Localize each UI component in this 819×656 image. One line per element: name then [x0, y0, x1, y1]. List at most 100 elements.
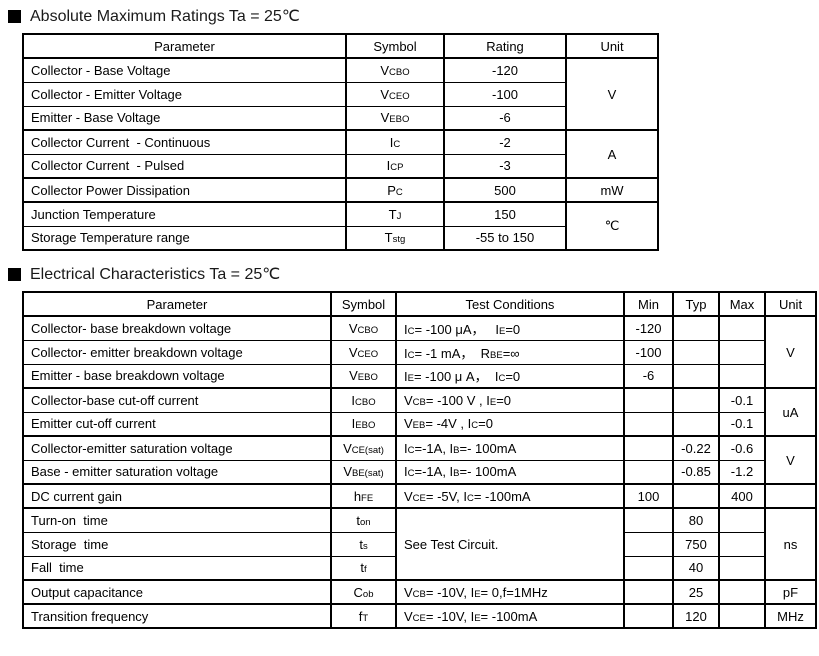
min-cell — [623, 507, 674, 533]
cond-cell: VEB= -4V , IC=0 — [395, 411, 625, 437]
param-cell: Output capacitance — [22, 579, 332, 605]
max-cell — [718, 315, 766, 341]
table-row: Collector- emitter breakdown voltage VCE… — [22, 339, 816, 365]
symbol-cell: tf — [330, 555, 397, 581]
param-cell: Storage time — [22, 531, 332, 557]
table-row: Collector- base breakdown voltage VCBO I… — [22, 315, 817, 389]
param-cell: Collector Power Dissipation — [22, 177, 347, 203]
typ-cell — [672, 315, 720, 341]
symbol-cell: Tstg — [345, 225, 445, 251]
typ-cell — [672, 387, 720, 413]
table-row: Output capacitance Cob VCB= -10V, IE= 0,… — [22, 579, 817, 605]
table-header-row: Parameter Symbol Rating Unit — [22, 33, 659, 59]
table-row: Emitter - Base Voltage VEBO -6 — [22, 105, 658, 131]
min-cell: -120 — [623, 315, 674, 341]
cond-cell: VCE= -10V, IE= -100mA — [395, 603, 625, 629]
section-title-absolute-maximum-ratings: Absolute Maximum Ratings Ta = 25℃ — [8, 5, 819, 27]
header-symbol: Symbol — [345, 33, 445, 59]
param-cell: Collector Current - Pulsed — [22, 153, 347, 179]
typ-cell — [672, 339, 720, 365]
cond-cell: VCE= -5V, IC= -100mA — [395, 483, 625, 509]
header-typ: Typ — [672, 291, 720, 317]
symbol-cell: TJ — [345, 201, 445, 227]
max-cell — [718, 603, 766, 629]
rating-cell: -55 to 150 — [443, 225, 567, 251]
typ-cell: -0.22 — [672, 435, 720, 461]
param-cell: Collector - Base Voltage — [22, 57, 347, 83]
param-cell: DC current gain — [22, 483, 332, 509]
table-row: Collector Current - Continuous IC -2 A — [22, 129, 659, 179]
table-header-row: Parameter Symbol Test Conditions Min Typ… — [22, 291, 817, 317]
symbol-cell: ton — [330, 507, 397, 533]
table-row: Fall time tf 40 — [22, 555, 816, 581]
header-max: Max — [718, 291, 766, 317]
header-unit: Unit — [764, 291, 817, 317]
header-parameter: Parameter — [22, 33, 347, 59]
symbol-cell: ICBO — [330, 387, 397, 413]
param-cell: Collector- emitter breakdown voltage — [22, 339, 332, 365]
rating-cell: -120 — [443, 57, 567, 83]
typ-cell: 750 — [672, 531, 720, 557]
min-cell — [623, 387, 674, 413]
table-row: Junction Temperature TJ 150 ℃ — [22, 201, 659, 251]
min-cell: 100 — [623, 483, 674, 509]
param-cell: Collector Current - Continuous — [22, 129, 347, 155]
table-row: Collector Power Dissipation PC 500 mW — [22, 177, 659, 203]
unit-cell: uA — [764, 387, 817, 437]
symbol-cell: ts — [330, 531, 397, 557]
cond-cell: IC=-1A, IB=- 100mA — [395, 459, 625, 485]
cond-cell: IC= -100 μA， IE=0 — [395, 315, 625, 341]
max-cell: -0.6 — [718, 435, 766, 461]
max-cell: -0.1 — [718, 387, 766, 413]
max-cell — [718, 531, 766, 557]
header-parameter: Parameter — [22, 291, 332, 317]
rating-cell: -2 — [443, 129, 567, 155]
symbol-cell: VCBO — [345, 57, 445, 83]
max-cell — [718, 339, 766, 365]
table-row: Storage Temperature range Tstg -55 to 15… — [22, 225, 658, 251]
symbol-cell: VEBO — [345, 105, 445, 131]
rating-cell: -6 — [443, 105, 567, 131]
table-row: Storage time ts 750 — [22, 531, 816, 557]
section-title-text: Electrical Characteristics Ta = 25℃ — [30, 266, 281, 283]
symbol-cell: ICP — [345, 153, 445, 179]
section-title-text: Absolute Maximum Ratings Ta = 25℃ — [30, 8, 300, 25]
param-cell: Emitter - base breakdown voltage — [22, 363, 332, 389]
header-min: Min — [623, 291, 674, 317]
table-row: Collector-base cut-off current ICBO VCB=… — [22, 387, 817, 437]
cond-cell: See Test Circuit. — [395, 507, 625, 581]
param-cell: Collector-base cut-off current — [22, 387, 332, 413]
absolute-maximum-ratings-table: Parameter Symbol Rating Unit Collector -… — [22, 33, 659, 251]
unit-cell: V — [764, 315, 817, 389]
max-cell — [718, 363, 766, 389]
min-cell: -6 — [623, 363, 674, 389]
param-cell: Base - emitter saturation voltage — [22, 459, 332, 485]
max-cell: -1.2 — [718, 459, 766, 485]
param-cell: Emitter - Base Voltage — [22, 105, 347, 131]
min-cell — [623, 411, 674, 437]
param-cell: Emitter cut-off current — [22, 411, 332, 437]
param-cell: Collector- base breakdown voltage — [22, 315, 332, 341]
unit-cell: mW — [565, 177, 659, 203]
param-cell: Fall time — [22, 555, 332, 581]
min-cell — [623, 435, 674, 461]
param-cell: Junction Temperature — [22, 201, 347, 227]
unit-cell: ns — [764, 507, 817, 581]
symbol-cell: PC — [345, 177, 445, 203]
typ-cell: 120 — [672, 603, 720, 629]
max-cell: -0.1 — [718, 411, 766, 437]
symbol-cell: Cob — [330, 579, 397, 605]
table-row: Collector - Base Voltage VCBO -120 V — [22, 57, 659, 131]
symbol-cell: VCE(sat) — [330, 435, 397, 461]
param-cell: Collector - Emitter Voltage — [22, 81, 347, 107]
min-cell: -100 — [623, 339, 674, 365]
min-cell — [623, 459, 674, 485]
table-row: Collector-emitter saturation voltage VCE… — [22, 435, 817, 485]
cond-cell: IE= -100 μ A， IC=0 — [395, 363, 625, 389]
typ-cell: -0.85 — [672, 459, 720, 485]
symbol-cell: fT — [330, 603, 397, 629]
rating-cell: -100 — [443, 81, 567, 107]
header-test-conditions: Test Conditions — [395, 291, 625, 317]
table-row: Emitter - base breakdown voltage VEBO IE… — [22, 363, 816, 389]
symbol-cell: IC — [345, 129, 445, 155]
